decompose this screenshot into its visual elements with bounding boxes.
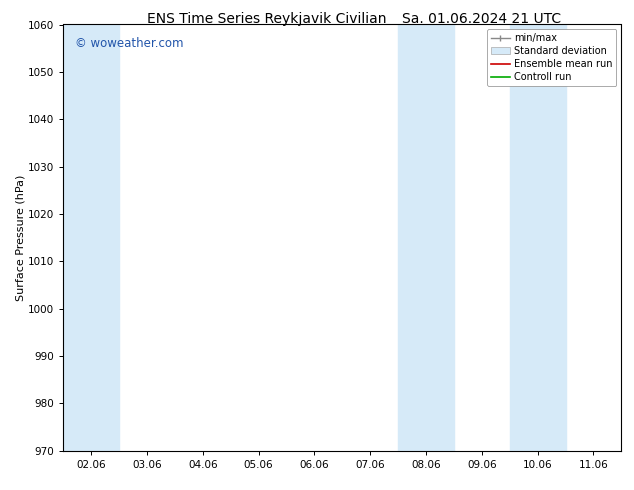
Text: © woweather.com: © woweather.com [75, 37, 183, 50]
Text: ENS Time Series Reykjavik Civilian: ENS Time Series Reykjavik Civilian [146, 12, 386, 26]
Bar [510, 24, 566, 451]
Text: Sa. 01.06.2024 21 UTC: Sa. 01.06.2024 21 UTC [403, 12, 561, 26]
Legend: min/max, Standard deviation, Ensemble mean run, Controll run: min/max, Standard deviation, Ensemble me… [487, 29, 616, 86]
Y-axis label: Surface Pressure (hPa): Surface Pressure (hPa) [15, 174, 25, 301]
Bar [63, 24, 119, 451]
Bar [398, 24, 454, 451]
